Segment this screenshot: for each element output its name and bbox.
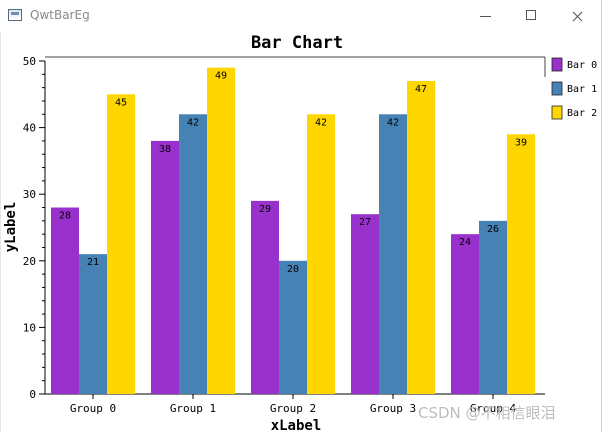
- x-axis-label: xLabel: [271, 418, 322, 432]
- bar-value-label: 47: [415, 84, 427, 95]
- watermark: CSDN @不相信眼泪: [418, 404, 556, 422]
- minimize-button[interactable]: [462, 0, 508, 32]
- legend-swatch: [551, 81, 563, 96]
- y-tick-label: 30: [23, 188, 36, 201]
- bar-value-label: 42: [187, 117, 199, 128]
- bar: [451, 234, 479, 394]
- legend-item[interactable]: Bar 0: [551, 57, 597, 72]
- y-axis-label: yLabel: [3, 202, 19, 253]
- chart-title: Bar Chart: [251, 33, 343, 53]
- bar: [251, 200, 279, 394]
- y-tick-label: 50: [23, 55, 36, 68]
- bar: [379, 114, 407, 394]
- x-tick-label: Group 1: [170, 402, 216, 415]
- maximize-button[interactable]: [508, 0, 554, 32]
- y-tick-label: 40: [23, 122, 36, 135]
- bar: [479, 220, 507, 394]
- x-tick-label: Group 3: [370, 402, 416, 415]
- window-title: QwtBarEg: [30, 8, 90, 22]
- bar-value-label: 39: [515, 137, 527, 148]
- bar-value-label: 26: [487, 224, 499, 235]
- bar-value-label: 38: [159, 144, 171, 155]
- legend-label: Bar 0: [567, 60, 597, 71]
- legend-swatch: [551, 105, 563, 120]
- bar-value-label: 24: [459, 237, 471, 248]
- bar-value-label: 45: [115, 97, 127, 108]
- bar: [507, 134, 535, 394]
- legend-item[interactable]: Bar 1: [551, 81, 597, 96]
- bar: [179, 114, 207, 394]
- bar-value-label: 27: [359, 217, 371, 228]
- x-tick-label: Group 4: [470, 402, 517, 415]
- bar: [407, 80, 435, 394]
- bar: [351, 214, 379, 394]
- legend-label: Bar 2: [567, 108, 597, 119]
- app-icon: [8, 9, 22, 21]
- x-tick-label: Group 0: [70, 402, 116, 415]
- x-tick-label: Group 2: [270, 402, 316, 415]
- bar: [151, 140, 179, 394]
- y-tick-label: 20: [23, 255, 36, 268]
- bar: [79, 254, 107, 394]
- legend-label: Bar 1: [567, 84, 597, 95]
- bar: [107, 94, 135, 395]
- bar: [207, 67, 235, 394]
- y-tick-label: 10: [23, 321, 36, 334]
- bar: [51, 207, 79, 394]
- bar-value-label: 29: [259, 204, 271, 215]
- title-bar[interactable]: QwtBarEg: [0, 0, 602, 32]
- bar-value-label: 42: [387, 117, 399, 128]
- bar: [307, 114, 335, 394]
- bar-value-label: 20: [287, 264, 299, 275]
- y-tick-label: 0: [29, 388, 36, 401]
- window-left-border: [0, 0, 1, 432]
- bar: [279, 260, 307, 394]
- bar-value-label: 42: [315, 117, 327, 128]
- bar-value-label: 21: [87, 257, 99, 268]
- legend-swatch: [551, 57, 563, 72]
- bar-value-label: 28: [59, 211, 71, 222]
- legend-item[interactable]: Bar 2: [551, 105, 597, 120]
- bar-value-label: 49: [215, 71, 227, 82]
